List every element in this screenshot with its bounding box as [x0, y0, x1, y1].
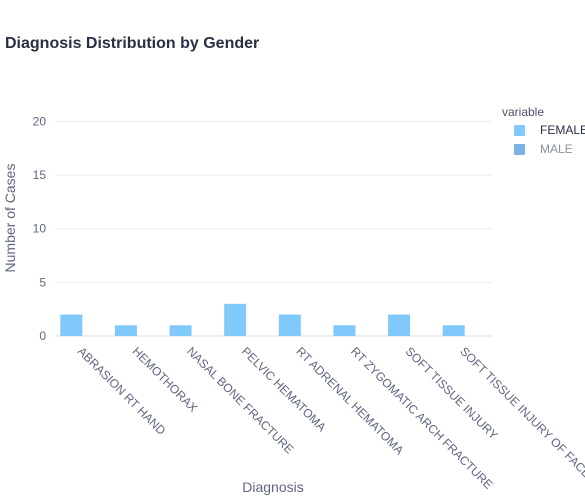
y-axis-ticks: 0 5 10 15 20 [33, 114, 47, 343]
y-tick-label: 0 [39, 329, 46, 343]
legend-label-female[interactable]: FEMALE [540, 123, 585, 137]
y-tick-label: 15 [33, 168, 47, 182]
legend-swatch-male[interactable] [514, 144, 525, 155]
bar-female[interactable] [442, 325, 465, 336]
legend-title: variable [502, 105, 544, 119]
bar-female[interactable] [60, 314, 83, 336]
bar-female[interactable] [224, 303, 247, 336]
bar-female[interactable] [278, 314, 301, 336]
x-tick-label: RT ADRENAL HEMATOMA [293, 344, 406, 457]
x-axis-title: Diagnosis [242, 479, 303, 495]
x-tick-label: SOFT TISSUE INJURY [403, 344, 501, 442]
y-tick-label: 20 [33, 114, 47, 128]
x-tick-label: NASAL BONE FRACTURE [184, 344, 296, 456]
bar-female[interactable] [333, 325, 356, 336]
y-tick-label: 5 [39, 275, 46, 289]
grid-lines [55, 120, 492, 337]
chart-title: Diagnosis Distribution by Gender [5, 35, 260, 52]
y-tick-label: 10 [33, 222, 47, 236]
bar-female[interactable] [388, 314, 411, 336]
bar-female[interactable] [169, 325, 192, 336]
bar-female[interactable] [114, 325, 137, 336]
y-axis-title: Number of Cases [2, 164, 18, 273]
legend: variable FEMALE MALE [502, 105, 585, 156]
legend-label-male[interactable]: MALE [540, 142, 573, 156]
bar-group[interactable] [60, 303, 465, 336]
legend-swatch-female[interactable] [514, 125, 525, 136]
